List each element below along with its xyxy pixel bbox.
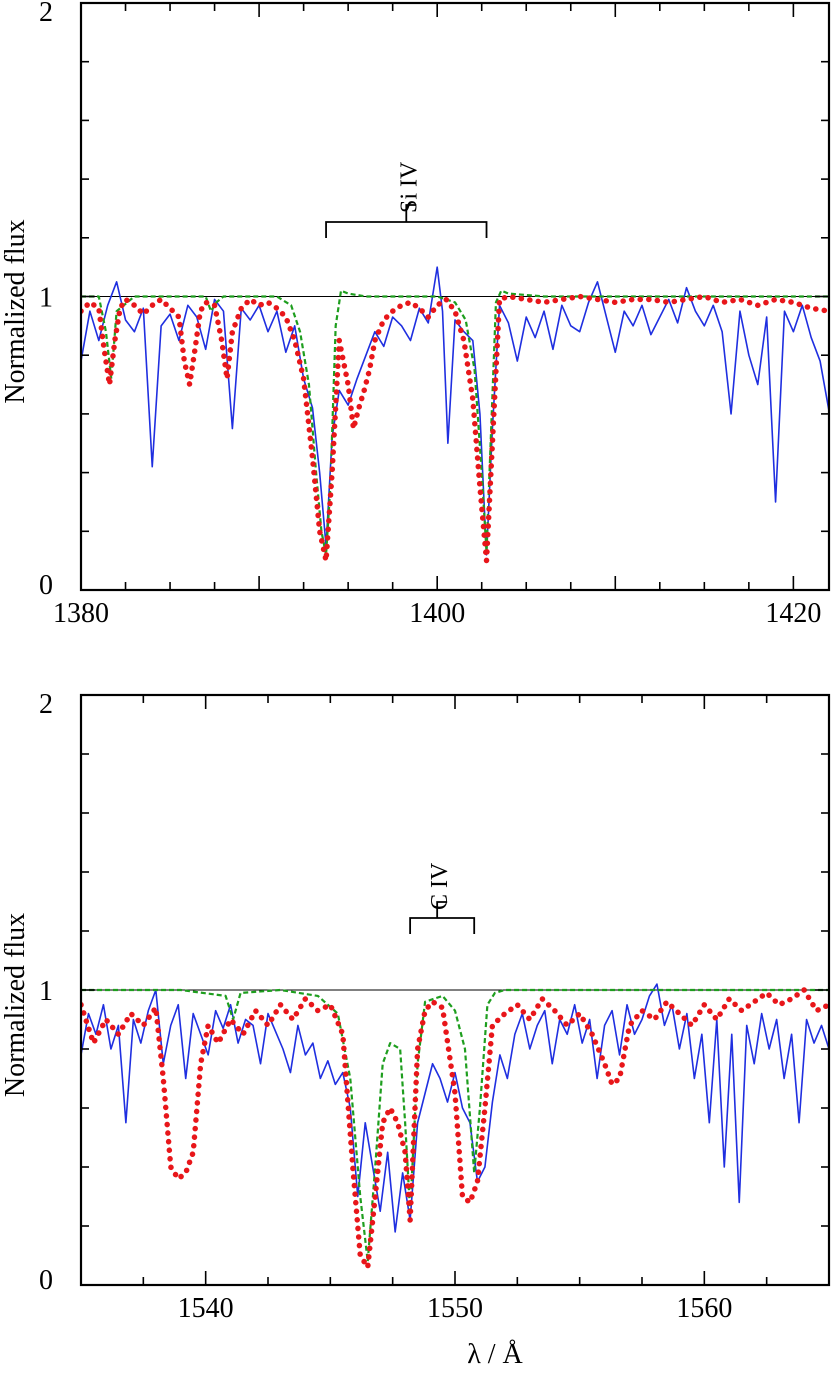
x-tick-label: 1540 — [178, 1293, 234, 1324]
series-model-2 — [81, 289, 829, 556]
y-tick-label: 0 — [39, 570, 53, 601]
ion-label: Si IV — [396, 161, 422, 213]
series-observed — [81, 266, 829, 556]
y-tick-label: 1 — [39, 283, 53, 314]
x-tick-label: 1560 — [676, 1293, 732, 1324]
x-axis-title: λ / Å — [467, 1339, 523, 1370]
x-tick-label: 1550 — [427, 1293, 483, 1324]
x-tick-label: 1420 — [765, 598, 821, 629]
ion-marker-bracket — [409, 901, 476, 934]
y-tick-label: 2 — [39, 689, 53, 720]
ion-label: C IV — [427, 862, 453, 910]
y-axis-title: Normalized flux — [0, 219, 31, 403]
y-tick-label: 1 — [39, 976, 53, 1007]
y-tick-label: 0 — [39, 1265, 53, 1296]
series-model-2 — [81, 988, 829, 1263]
y-tick-label: 2 — [39, 0, 53, 28]
si-iv-panel: 1380 1400 1420 0 1 2 Normalized flux Si IV — [0, 0, 831, 629]
y-axis-title: Normalized flux — [0, 913, 31, 1097]
c-iv-panel: 1540 1550 1560 0 1 2 Normalized flux λ / Å C IV — [0, 689, 831, 1370]
series-model-1 — [81, 293, 829, 564]
x-tick-label: 1380 — [53, 598, 109, 629]
ion-marker-bracket — [325, 204, 488, 238]
series-model-1 — [81, 987, 829, 1271]
x-tick-label: 1400 — [409, 598, 465, 629]
series-observed — [81, 983, 829, 1233]
